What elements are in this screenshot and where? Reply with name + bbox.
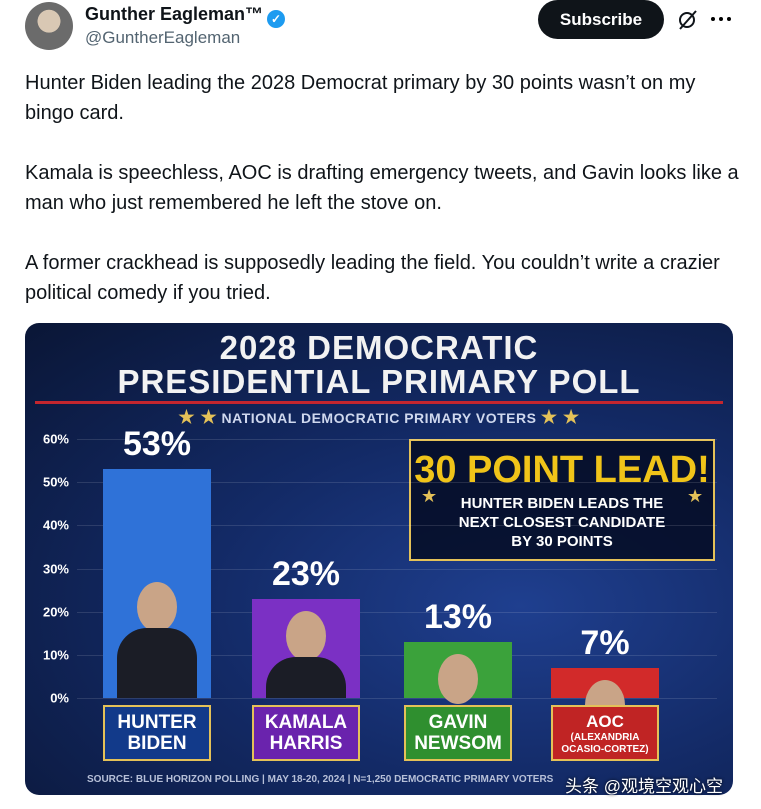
y-tick-label: 60% — [42, 431, 69, 447]
value-label: 23% — [271, 554, 341, 593]
grid-line — [77, 611, 717, 613]
subtitle-text: NATIONAL DEMOCRATIC PRIMARY VOTERS — [221, 410, 537, 426]
tweet-paragraph: Hunter Biden leading the 2028 Democrat p… — [25, 72, 696, 124]
portrait-head — [438, 653, 478, 704]
grid-line — [77, 654, 717, 656]
category-name: GAVIN NEWSOM — [414, 712, 502, 754]
y-tick-label: 0% — [50, 690, 69, 706]
avatar[interactable] — [25, 2, 73, 50]
grid-line — [77, 482, 717, 484]
grid-line — [77, 698, 717, 699]
author-name[interactable]: Gunther Eagleman™ ✓ — [85, 4, 286, 28]
callout-text: HUNTER BIDEN LEADS THE NEXT CLOSEST CAND… — [458, 495, 666, 550]
author-handle[interactable]: @GuntherEagleman — [85, 28, 241, 47]
category-name: HUNTER BIDEN — [117, 712, 197, 754]
y-tick-label: 10% — [42, 647, 69, 663]
portrait-body — [117, 628, 197, 698]
grid-line — [77, 525, 717, 527]
callout: 30 POINT LEAD! HUNTER BIDEN LEADS THE NE… — [409, 439, 715, 561]
callout-title: 30 POINT LEAD! — [414, 449, 710, 491]
y-tick-label: 40% — [42, 517, 69, 533]
chart-subtitle: ★ ★ NATIONAL DEMOCRATIC PRIMARY VOTERS ★… — [178, 407, 580, 427]
more-icon[interactable] — [710, 14, 732, 24]
chart-title: 2028 DEMOCRATIC — [219, 329, 539, 366]
tweet-paragraph: A former crackhead is supposedly leading… — [25, 252, 720, 304]
y-tick-label: 50% — [42, 474, 69, 490]
category-label: KAMALA HARRIS — [252, 705, 360, 761]
category-label: HUNTER BIDEN — [103, 705, 211, 761]
value-label: 13% — [423, 597, 493, 636]
verified-badge: ✓ — [267, 10, 286, 28]
y-tick-label: 20% — [42, 604, 69, 620]
category-note: (ALEXANDRIA OCASIO-CORTEZ) — [561, 731, 649, 755]
subscribe-button[interactable]: Subscribe — [538, 0, 664, 39]
category-name: AOC — [586, 711, 624, 731]
grid-line — [77, 568, 717, 570]
category-label: GAVIN NEWSOM — [404, 705, 512, 761]
portrait-body — [266, 656, 346, 698]
watermark: 头条 @观境空观心空 — [565, 777, 723, 796]
value-label: 7% — [580, 623, 630, 662]
category-name: KAMALA HARRIS — [264, 712, 348, 754]
star: ★ — [421, 486, 438, 506]
tweet-paragraph: Kamala is speechless, AOC is drafting em… — [25, 162, 739, 214]
grid-line — [77, 439, 717, 440]
poll-image[interactable]: 2028 DEMOCRATIC PRESIDENTIAL PRIMARY POL… — [25, 323, 733, 795]
star: ★ — [687, 486, 704, 506]
value-label: 53% — [122, 425, 192, 464]
category-label: AOC (ALEXANDRIA OCASIO-CORTEZ) — [551, 705, 659, 761]
portrait-head — [137, 582, 177, 632]
title-rule — [35, 401, 723, 404]
chart-source: SOURCE: BLUE HORIZON POLLING | MAY 18-20… — [87, 774, 554, 785]
grok-icon[interactable] — [676, 8, 700, 32]
y-tick-label: 30% — [42, 561, 69, 576]
author-name-text[interactable]: Gunther Eagleman™ — [85, 4, 264, 24]
portrait-head — [286, 610, 326, 661]
chart-title: PRESIDENTIAL PRIMARY POLL — [117, 363, 641, 400]
